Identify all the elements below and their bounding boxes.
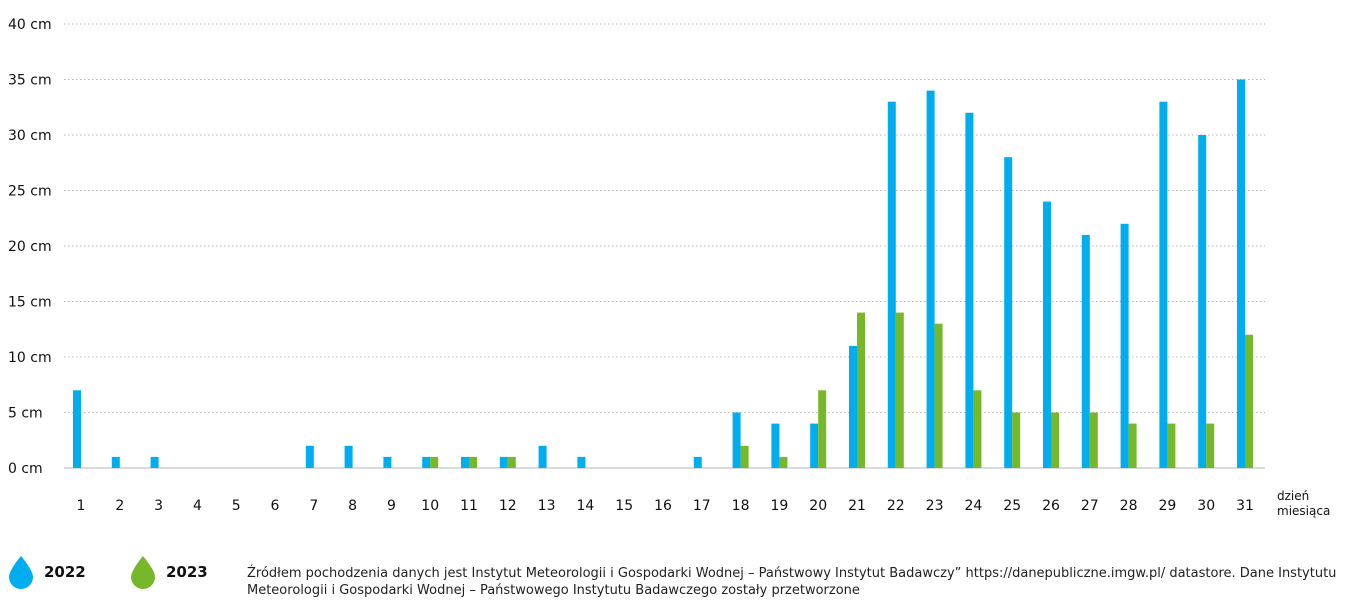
water-drop-icon (9, 556, 33, 589)
x-tick-label: 8 (348, 498, 357, 514)
bar-2022 (1159, 101, 1168, 468)
x-tick-label: 28 (1120, 498, 1138, 514)
bar-2023 (430, 456, 439, 468)
x-tick-label: 2 (115, 498, 124, 514)
y-tick-label: 20 cm (8, 239, 52, 255)
bar-2022 (887, 101, 896, 468)
x-tick-label: 7 (309, 498, 318, 514)
x-tick-label: 29 (1158, 498, 1176, 514)
bar-2022 (111, 456, 120, 468)
x-tick-label: 15 (615, 498, 633, 514)
bar-2022 (1043, 201, 1051, 468)
bar-2022 (965, 112, 974, 469)
y-tick-label: 35 cm (8, 73, 52, 89)
bar-2022 (538, 445, 547, 468)
y-tick-label: 25 cm (8, 184, 52, 200)
bar-2022 (1198, 135, 1207, 468)
bar-2023 (469, 456, 477, 468)
bar-2022 (344, 445, 353, 468)
bar-2022 (73, 390, 81, 468)
x-tick-label: 4 (193, 498, 202, 514)
x-tick-label: 10 (421, 498, 439, 514)
bar-2022 (499, 456, 508, 468)
snow-depth-bar-chart: 0 cm 5 cm 10 cm 15 cm 20 cm 25 cm 30 cm 35 cm 40… (8, 17, 1330, 518)
bar-2023 (1245, 334, 1253, 468)
bar-2023 (507, 456, 516, 468)
bar-2023 (1012, 412, 1021, 468)
legend-item-2023: 2023 (130, 555, 208, 589)
x-tick-label: 23 (926, 498, 944, 514)
bar-2022 (849, 345, 857, 468)
x-tick-label: 31 (1236, 498, 1254, 514)
bar-2023 (1051, 412, 1059, 468)
bar-2023 (895, 312, 904, 468)
bar-2022 (305, 445, 314, 468)
x-tick-label: 1 (77, 498, 86, 514)
bar-2023 (1128, 423, 1137, 468)
x-tick-label: 3 (154, 498, 163, 514)
x-tick-label: 17 (693, 498, 711, 514)
bar-2023 (1167, 423, 1176, 468)
x-tick-label: 11 (460, 498, 478, 514)
x-tick-label: 9 (387, 498, 396, 514)
bar-2023 (1206, 423, 1215, 468)
legend-item-2022: 2022 (8, 555, 86, 589)
bar-2023 (740, 445, 749, 468)
bar-2023 (934, 323, 943, 468)
bar-2022 (422, 456, 431, 468)
bar-2022 (577, 456, 586, 468)
x-tick-label: 27 (1081, 498, 1099, 514)
x-tick-label: 26 (1042, 498, 1060, 514)
bar-2022 (926, 90, 935, 468)
x-tick-label: 13 (538, 498, 556, 514)
bar-2022 (1237, 79, 1245, 468)
bar-2023 (1089, 412, 1098, 468)
x-axis-label: miesiąca (1277, 504, 1330, 518)
bar-2022 (1081, 234, 1090, 468)
source-note: Źródłem pochodzenia danych jest Instytut… (247, 566, 1337, 598)
bar-2023 (857, 312, 865, 468)
y-tick-label: 10 cm (8, 350, 52, 366)
x-tick-label: 18 (732, 498, 750, 514)
legend-label: 2022 (44, 563, 86, 581)
x-tick-label: 20 (809, 498, 827, 514)
water-drop-icon (131, 556, 155, 589)
x-tick-label: 14 (576, 498, 594, 514)
x-tick-label: 24 (964, 498, 982, 514)
bar-2023 (973, 390, 982, 468)
bar-2023 (779, 456, 788, 468)
bar-2022 (383, 456, 392, 468)
bar-2022 (732, 412, 741, 468)
bar-2023 (818, 390, 827, 468)
legend-label: 2023 (166, 563, 208, 581)
bar-2022 (1120, 223, 1129, 468)
x-tick-label: 19 (770, 498, 788, 514)
x-tick-label: 16 (654, 498, 672, 514)
y-tick-label: 15 cm (8, 295, 52, 311)
x-tick-label: 21 (848, 498, 866, 514)
y-tick-label: 0 cm (8, 461, 43, 477)
x-tick-label: 22 (887, 498, 905, 514)
x-tick-label: 25 (1003, 498, 1021, 514)
bar-2022 (1004, 157, 1013, 468)
bar-2022 (150, 456, 159, 468)
bar-2022 (771, 423, 780, 468)
x-tick-label: 5 (232, 498, 241, 514)
x-tick-label: 12 (499, 498, 517, 514)
bar-2022 (693, 456, 702, 468)
y-tick-label: 40 cm (8, 17, 52, 33)
y-tick-label: 30 cm (8, 128, 52, 144)
x-tick-label: 30 (1197, 498, 1215, 514)
bar-2022 (810, 423, 819, 468)
x-axis-label: dzień (1277, 489, 1309, 503)
x-tick-label: 6 (271, 498, 280, 514)
bar-2022 (461, 456, 469, 468)
y-tick-label: 5 cm (8, 406, 43, 422)
